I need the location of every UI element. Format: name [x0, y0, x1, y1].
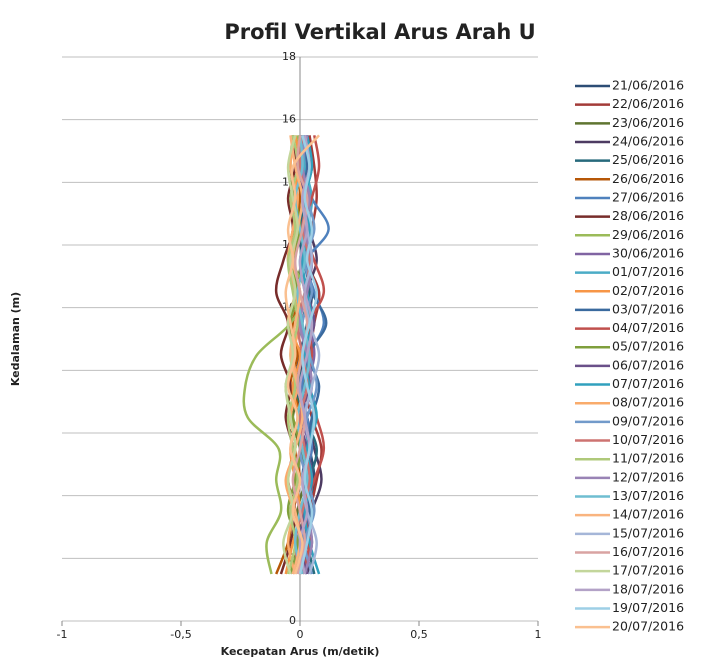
chart-title: Profil Vertikal Arus Arah U — [224, 20, 535, 44]
legend-label: 07/07/2016 — [612, 376, 684, 391]
legend-label: 20/07/2016 — [612, 619, 684, 634]
legend-label: 06/07/2016 — [612, 357, 684, 372]
x-tick-label: 0 — [297, 628, 304, 641]
legend-label: 04/07/2016 — [612, 320, 684, 335]
legend-label: 27/06/2016 — [612, 189, 684, 204]
legend-label: 05/07/2016 — [612, 339, 684, 354]
x-axis-label: Kecepatan Arus (m/detik) — [221, 645, 380, 658]
legend-label: 08/07/2016 — [612, 395, 684, 410]
y-tick-label: 0 — [289, 614, 296, 627]
x-tick-label: 1 — [535, 628, 542, 641]
legend-label: 16/07/2016 — [612, 544, 684, 559]
x-tick-label: 0,5 — [410, 628, 428, 641]
legend-label: 19/07/2016 — [612, 600, 684, 615]
legend-label: 22/06/2016 — [612, 96, 684, 111]
profile-line — [298, 135, 318, 575]
legend-label: 17/07/2016 — [612, 563, 684, 578]
legend-label: 24/06/2016 — [612, 133, 684, 148]
legend-label: 23/06/2016 — [612, 115, 684, 130]
profile-line — [298, 135, 314, 575]
legend-label: 12/07/2016 — [612, 469, 684, 484]
y-tick-label: 16 — [282, 113, 296, 126]
legend-label: 29/06/2016 — [612, 227, 684, 242]
legend-label: 03/07/2016 — [612, 301, 684, 316]
legend-label: 15/07/2016 — [612, 525, 684, 540]
y-tick-label: 18 — [282, 50, 296, 63]
legend-label: 28/06/2016 — [612, 208, 684, 223]
legend-label: 30/06/2016 — [612, 245, 684, 260]
legend-label: 10/07/2016 — [612, 432, 684, 447]
profile-line — [284, 134, 320, 575]
plot-lines — [242, 134, 330, 575]
legend-label: 01/07/2016 — [612, 264, 684, 279]
legend-label: 25/06/2016 — [612, 152, 684, 167]
legend-label: 14/07/2016 — [612, 507, 684, 522]
legend-label: 09/07/2016 — [612, 413, 684, 428]
legend-label: 13/07/2016 — [612, 488, 684, 503]
legend-label: 18/07/2016 — [612, 581, 684, 596]
legend: 21/06/2016 22/06/2016 23/06/2016 24/06/2016… — [575, 78, 684, 634]
x-tick-label: -0,5 — [170, 628, 191, 641]
legend-label: 26/06/2016 — [612, 171, 684, 186]
legend-label: 11/07/2016 — [612, 451, 684, 466]
legend-label: 02/07/2016 — [612, 283, 684, 298]
legend-label: 21/06/2016 — [612, 78, 684, 93]
y-axis-label: Kedalaman (m) — [9, 292, 22, 386]
x-tick-label: -1 — [57, 628, 68, 641]
